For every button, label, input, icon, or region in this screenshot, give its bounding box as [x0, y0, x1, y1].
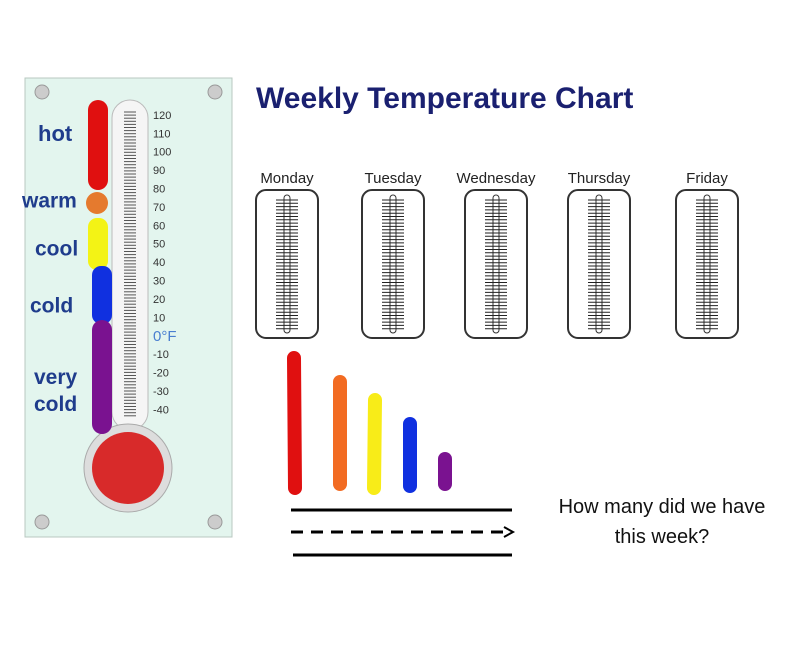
scale-label: 80	[153, 184, 165, 196]
tube-ticks	[124, 111, 136, 417]
scale-label: -10	[153, 349, 169, 361]
screw	[207, 84, 223, 100]
day-label: Monday	[260, 170, 314, 187]
scale-label: -40	[153, 404, 169, 416]
question: How many did we have this week?	[558, 496, 766, 548]
scale-label: 70	[153, 202, 165, 214]
day-label: Wednesday	[457, 170, 536, 187]
scale-label: 20	[153, 294, 165, 306]
category-label: hot	[38, 121, 73, 146]
scale-label: 10	[153, 312, 165, 324]
bulb	[92, 432, 164, 504]
scale-label: 40	[153, 257, 165, 269]
screw	[34, 514, 50, 530]
screw	[34, 84, 50, 100]
warm-marker	[86, 192, 108, 214]
category-label: warm	[21, 190, 77, 213]
category-label: cold	[30, 295, 73, 318]
scale-label: 50	[153, 239, 165, 251]
arrow-head	[503, 526, 516, 538]
day-label: Thursday	[568, 170, 631, 187]
yellow-stroke	[367, 393, 382, 495]
scale-label: -30	[153, 386, 169, 398]
red-stroke	[287, 351, 302, 495]
scale-label: 60	[153, 220, 165, 232]
day-label: Friday	[686, 170, 728, 187]
scale-label: -20	[153, 368, 169, 380]
category-label: cool	[35, 238, 78, 261]
very-cold-marker	[92, 320, 112, 434]
hot-marker	[88, 100, 108, 190]
scale-label: 30	[153, 276, 165, 288]
scale-label: 120	[153, 110, 171, 122]
title: Weekly Temperature Chart	[256, 82, 633, 115]
scale-label: 90	[153, 165, 165, 177]
scale-label: 0°F	[153, 328, 177, 345]
screw	[207, 514, 223, 530]
cold-marker	[92, 266, 112, 324]
category-label: very cold	[34, 366, 78, 416]
cool-marker	[88, 218, 108, 270]
scale-label: 100	[153, 147, 171, 159]
scale-label: 110	[153, 128, 171, 140]
day-label: Tuesday	[365, 170, 422, 187]
